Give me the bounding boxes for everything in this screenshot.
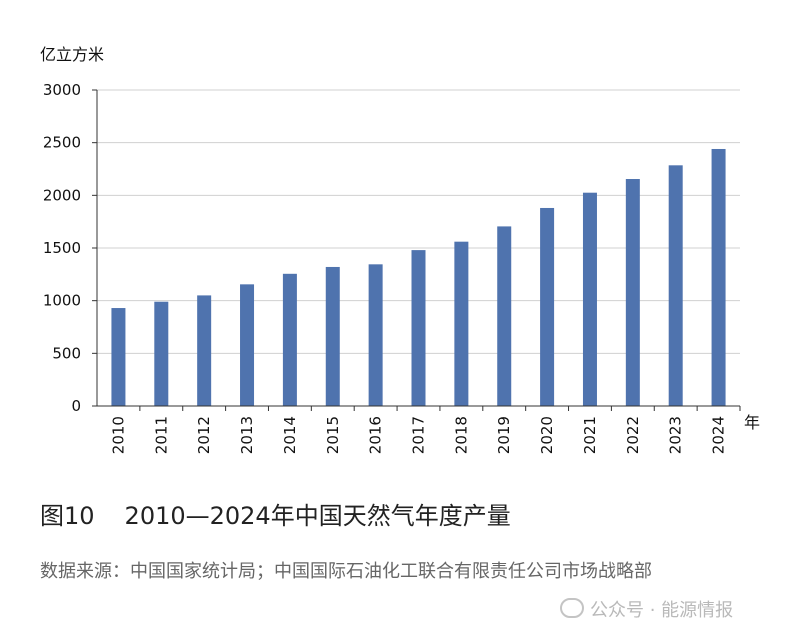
bar-2019: [497, 226, 512, 406]
x-tick-label-2022: 2022: [624, 416, 642, 454]
wechat-icon: [560, 598, 584, 618]
x-tick-label-2017: 2017: [410, 416, 428, 454]
x-tick-label-2021: 2021: [581, 416, 599, 454]
data-source-note: 数据来源：中国国家统计局；中国国际石油化工联合有限责任公司市场战略部: [40, 561, 652, 582]
x-tick-label-2011: 2011: [152, 416, 170, 454]
y-tick-label: 1000: [43, 292, 81, 310]
x-tick-label-2023: 2023: [667, 416, 685, 454]
bar-2011: [154, 301, 169, 406]
y-tick-label: 2000: [43, 186, 81, 204]
x-tick-label-2024: 2024: [710, 416, 728, 454]
bar-2022: [625, 179, 640, 406]
x-tick-label-2020: 2020: [538, 416, 556, 454]
y-tick-label: 2500: [43, 134, 81, 152]
x-axis-unit-label: 年: [744, 413, 760, 432]
bar-2017: [411, 250, 426, 406]
y-tick-label: 3000: [43, 81, 81, 99]
bars: [111, 148, 726, 406]
bar-2023: [668, 165, 683, 406]
figure-title: 2010—2024年中国天然气年度产量: [124, 502, 511, 530]
x-tick-label-2013: 2013: [238, 416, 256, 454]
figure-number: 图10: [40, 502, 95, 530]
watermark: 公众号 · 能源情报: [560, 596, 733, 622]
x-tick-label-2018: 2018: [452, 416, 470, 454]
figure-caption: 图10 2010—2024年中国天然气年度产量: [40, 496, 511, 531]
bar-2020: [540, 207, 555, 406]
x-tick-labels: 2010 2011 2012 2013 2014 2015 2016 2017 2018 2019…: [109, 406, 741, 454]
bar-2012: [197, 295, 212, 406]
watermark-text: 公众号 · 能源情报: [590, 600, 734, 621]
y-axis-unit-label: 亿立方米: [40, 45, 104, 64]
x-tick-label-2019: 2019: [495, 416, 513, 454]
x-tick-label-2014: 2014: [281, 416, 299, 454]
bar-2024: [711, 148, 726, 406]
y-tick-label: 500: [52, 344, 81, 362]
x-tick-label-2015: 2015: [324, 416, 342, 454]
y-tick-labels: 0 500 1000 1500 2000 2500 3000: [43, 81, 97, 415]
x-tick-label-2010: 2010: [109, 416, 127, 454]
bar-2013: [240, 284, 255, 406]
y-tick-label: 1500: [43, 239, 81, 257]
x-tick-label-2012: 2012: [195, 416, 213, 454]
bar-2010: [111, 308, 126, 406]
x-tick-label-2016: 2016: [367, 416, 385, 454]
bar-2021: [582, 192, 597, 406]
bar-2014: [282, 273, 297, 406]
y-tick-label: 0: [71, 397, 81, 415]
bar-2016: [368, 264, 383, 406]
bar-2015: [325, 266, 340, 406]
bar-2018: [454, 241, 469, 406]
